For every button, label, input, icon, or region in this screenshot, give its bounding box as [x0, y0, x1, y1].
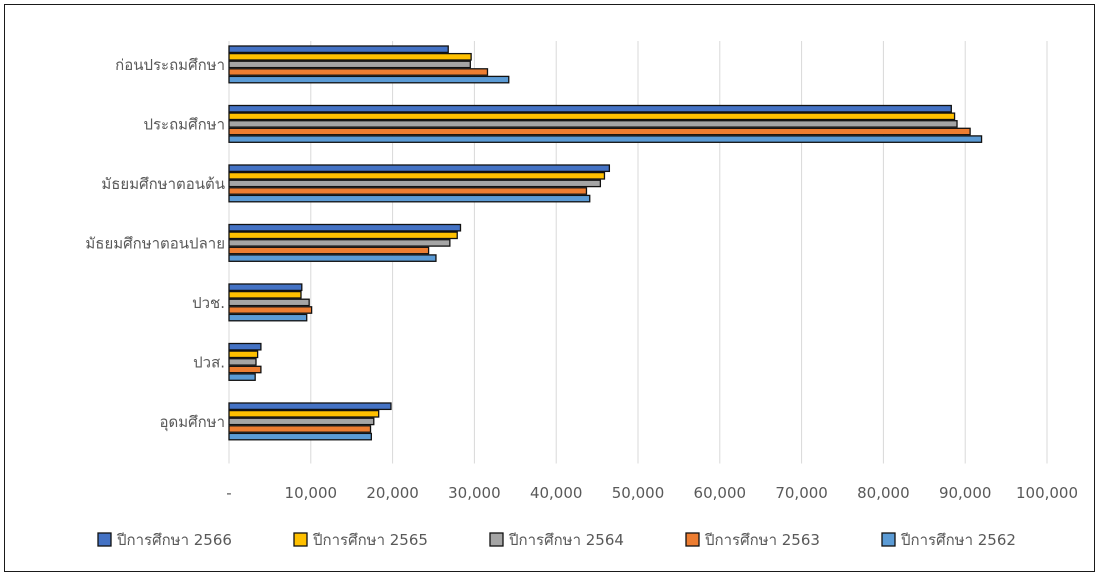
bar-chart: - 10,000 20,000 30,000 40,000 50,000 60,000 70,…	[85, 41, 1078, 549]
bar	[228, 246, 430, 255]
x-tick-label: 90,000	[939, 484, 992, 502]
bar	[228, 365, 262, 374]
legend-label: ปีการศึกษา 2563	[704, 531, 820, 549]
x-tick-label: 30,000	[448, 484, 501, 502]
category-label: ประถมศึกษา	[143, 116, 225, 134]
legend-swatch	[293, 532, 308, 547]
bar	[228, 45, 449, 54]
x-tick-label: 60,000	[694, 484, 747, 502]
bar	[228, 60, 471, 69]
bar	[228, 290, 302, 299]
legend-swatch	[489, 532, 504, 547]
bar	[228, 409, 380, 418]
bar	[228, 231, 458, 240]
x-tick-label: 20,000	[366, 484, 419, 502]
bar	[228, 223, 462, 232]
x-tick-label: 50,000	[612, 484, 665, 502]
bar	[228, 402, 392, 411]
bar	[228, 112, 956, 121]
category-label: มัธยมศึกษาตอนต้น	[101, 175, 225, 193]
x-tick-label: 40,000	[530, 484, 583, 502]
category-label: ก่อนประถมศึกษา	[115, 56, 225, 74]
bar	[228, 298, 310, 307]
bar	[228, 135, 983, 143]
legend-label: ปีการศึกษา 2562	[900, 531, 1016, 549]
legend-swatch	[97, 532, 112, 547]
x-axis-ticks: - 10,000 20,000 30,000 40,000 50,000 60,000 70,…	[226, 484, 1078, 502]
bar	[228, 104, 952, 113]
bars	[228, 45, 983, 441]
bar	[228, 417, 375, 426]
legend-swatch	[685, 532, 700, 547]
bar	[228, 254, 437, 262]
bar	[228, 120, 958, 128]
bar	[228, 75, 510, 84]
chart-frame: - 10,000 20,000 30,000 40,000 50,000 60,000 70,…	[4, 4, 1095, 572]
category-label: อุดมศึกษา	[159, 413, 225, 432]
x-tick-label: 10,000	[285, 484, 338, 502]
bar	[228, 52, 472, 61]
bar	[228, 68, 489, 76]
bar	[228, 350, 259, 359]
x-tick-label: 100,000	[1016, 484, 1078, 502]
bar	[228, 187, 588, 195]
bar	[228, 164, 611, 173]
bar	[228, 313, 308, 322]
bar	[228, 283, 303, 292]
bar	[228, 342, 262, 351]
legend-swatch	[881, 532, 896, 547]
bar	[228, 432, 372, 441]
x-tick-label: -	[226, 484, 231, 502]
x-tick-label: 80,000	[857, 484, 910, 502]
legend-label: ปีการศึกษา 2564	[508, 531, 624, 549]
legend-label: ปีการศึกษา 2565	[312, 531, 428, 549]
bar	[228, 239, 451, 247]
legend-label: ปีการศึกษา 2566	[116, 531, 232, 549]
bar	[228, 194, 591, 203]
legend: ปีการศึกษา 2566 ปีการศึกษา 2565 ปีการศึกษา…	[97, 531, 1016, 549]
bar	[228, 373, 256, 381]
bar	[228, 171, 606, 180]
bar	[228, 425, 372, 433]
bar	[228, 127, 971, 136]
category-label: ปวส.	[193, 354, 225, 372]
category-label: ปวช.	[192, 294, 225, 312]
bar	[228, 306, 313, 314]
bar	[228, 358, 257, 366]
category-label: มัธยมศึกษาตอนปลาย	[85, 235, 225, 253]
x-tick-label: 70,000	[775, 484, 828, 502]
category-labels: ก่อนประถมศึกษาประถมศึกษามัธยมศึกษาตอนต้น…	[85, 56, 225, 432]
bar	[228, 179, 602, 188]
